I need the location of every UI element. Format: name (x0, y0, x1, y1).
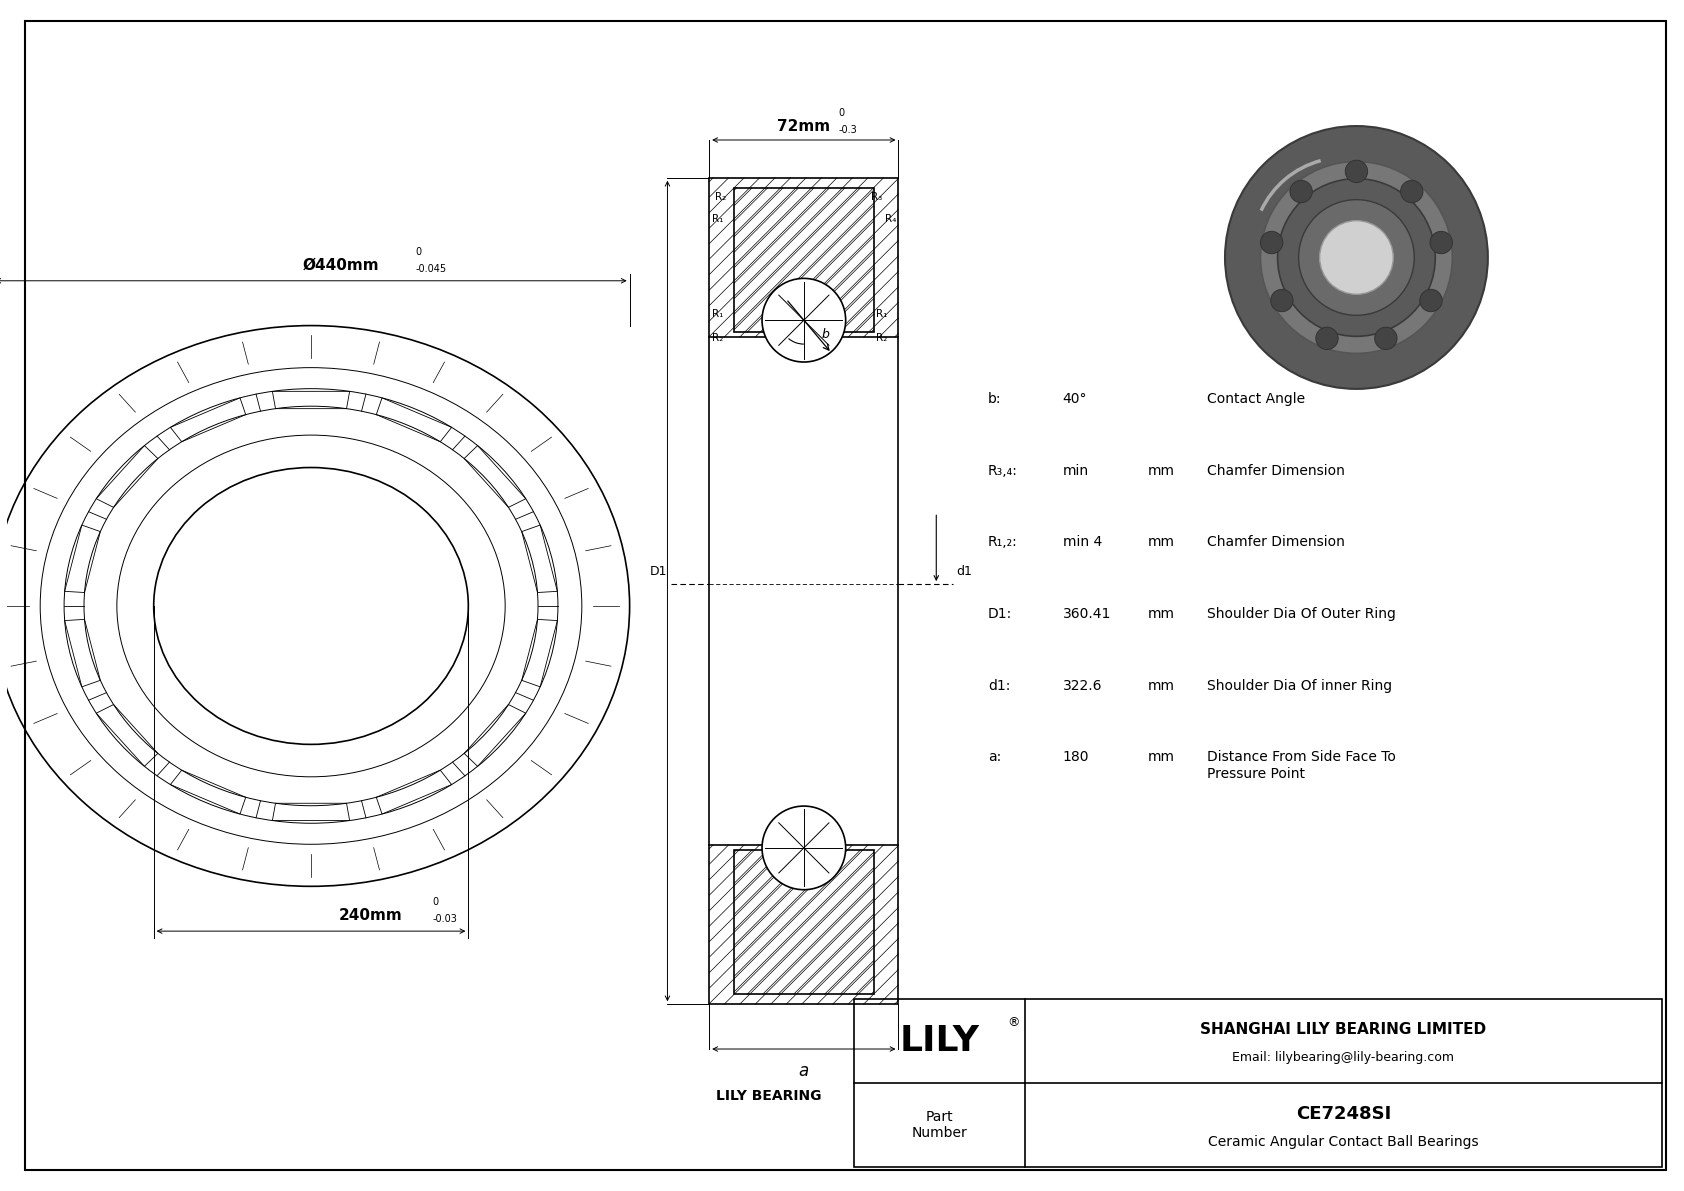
Text: 322.6: 322.6 (1063, 679, 1103, 693)
Text: R₁,₂:: R₁,₂: (989, 535, 1017, 549)
Circle shape (1401, 180, 1423, 202)
Text: b: b (822, 329, 830, 341)
Text: R₁: R₁ (712, 308, 724, 319)
Text: D1:: D1: (989, 607, 1012, 621)
Text: ®: ® (1007, 1016, 1019, 1029)
Text: mm: mm (1147, 463, 1174, 478)
Text: CE7248SI: CE7248SI (1297, 1105, 1391, 1123)
Polygon shape (734, 850, 874, 994)
Circle shape (1278, 179, 1435, 336)
Circle shape (763, 806, 845, 890)
Circle shape (763, 279, 845, 362)
Circle shape (1430, 231, 1452, 254)
Text: Shoulder Dia Of Outer Ring: Shoulder Dia Of Outer Ring (1207, 607, 1396, 621)
Text: mm: mm (1147, 679, 1174, 693)
Text: R₃: R₃ (871, 192, 882, 201)
Text: Contact Angle: Contact Angle (1207, 392, 1305, 406)
Text: R₃,₄:: R₃,₄: (989, 463, 1017, 478)
Text: R₂: R₂ (716, 192, 726, 201)
Circle shape (1224, 126, 1489, 389)
Text: R₂: R₂ (876, 332, 887, 343)
Text: a:: a: (989, 750, 1002, 765)
Text: Part
Number: Part Number (911, 1110, 967, 1140)
Circle shape (1261, 162, 1452, 354)
Text: -0.03: -0.03 (433, 915, 458, 924)
Text: R₁: R₁ (712, 213, 724, 224)
Circle shape (1420, 289, 1442, 312)
Text: -0.3: -0.3 (839, 125, 857, 135)
Text: Email: lilybearing@lily-bearing.com: Email: lilybearing@lily-bearing.com (1233, 1052, 1455, 1065)
Text: 240mm: 240mm (338, 909, 402, 923)
Circle shape (1271, 289, 1293, 312)
Text: 0: 0 (416, 247, 421, 257)
Text: Ø440mm: Ø440mm (303, 257, 379, 273)
Circle shape (1290, 180, 1312, 202)
Circle shape (1315, 328, 1339, 349)
Text: 40°: 40° (1063, 392, 1088, 406)
Text: min 4: min 4 (1063, 535, 1101, 549)
Polygon shape (709, 177, 899, 337)
Text: a: a (798, 1062, 808, 1080)
Text: R₄: R₄ (884, 213, 896, 224)
Text: -0.045: -0.045 (416, 264, 446, 274)
Text: mm: mm (1147, 535, 1174, 549)
Text: min: min (1063, 463, 1090, 478)
Text: Distance From Side Face To
Pressure Point: Distance From Side Face To Pressure Poin… (1207, 750, 1396, 780)
Text: 72mm: 72mm (778, 119, 830, 135)
Text: R₁: R₁ (876, 308, 887, 319)
Text: mm: mm (1147, 750, 1174, 765)
Text: b:: b: (989, 392, 1002, 406)
Polygon shape (709, 844, 899, 1004)
Text: 0: 0 (839, 108, 845, 118)
Polygon shape (734, 188, 874, 332)
Text: 360.41: 360.41 (1063, 607, 1111, 621)
Text: LILY BEARING: LILY BEARING (716, 1089, 822, 1103)
Text: LILY: LILY (899, 1024, 978, 1058)
Text: R₂: R₂ (712, 332, 724, 343)
Circle shape (1261, 231, 1283, 254)
Text: mm: mm (1147, 607, 1174, 621)
Text: D1: D1 (650, 565, 667, 578)
Text: 180: 180 (1063, 750, 1090, 765)
Text: d1: d1 (957, 565, 972, 578)
Circle shape (1298, 200, 1415, 316)
Circle shape (1320, 220, 1393, 294)
Text: Chamfer Dimension: Chamfer Dimension (1207, 463, 1346, 478)
Text: Chamfer Dimension: Chamfer Dimension (1207, 535, 1346, 549)
Text: Shoulder Dia Of inner Ring: Shoulder Dia Of inner Ring (1207, 679, 1393, 693)
Text: SHANGHAI LILY BEARING LIMITED: SHANGHAI LILY BEARING LIMITED (1201, 1022, 1487, 1036)
Circle shape (1374, 328, 1398, 349)
Circle shape (1346, 161, 1367, 182)
Text: d1:: d1: (989, 679, 1010, 693)
Text: 0: 0 (433, 897, 438, 908)
Text: Ceramic Angular Contact Ball Bearings: Ceramic Angular Contact Ball Bearings (1207, 1135, 1479, 1148)
